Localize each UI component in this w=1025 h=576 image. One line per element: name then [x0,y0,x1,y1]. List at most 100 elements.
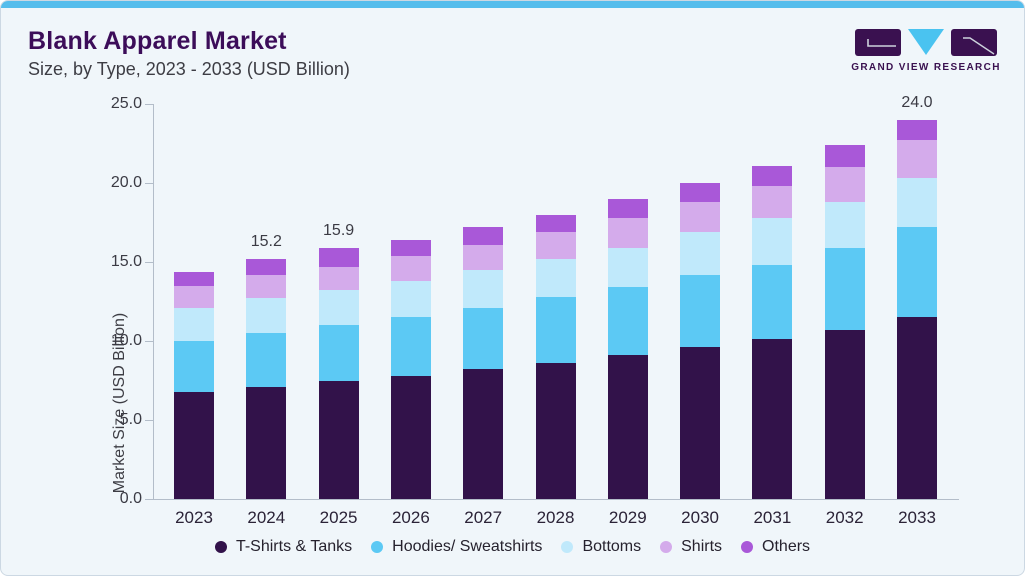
y-axis-title: Market Size (USD Billion) [111,312,128,494]
y-tick-label: 10.0 [110,332,142,349]
bar-segment-hoodies-sweatshirts [535,296,576,364]
bar-segment-bottoms [463,269,504,308]
legend-label: Hoodies/ Sweatshirts [392,538,543,555]
bar-segment-shirts [897,140,937,179]
bar-segment-hoodies-sweatshirts [246,333,287,387]
y-tick-mark [145,182,153,184]
bar-segment-others [897,119,937,141]
bar-segment-shirts [174,285,214,308]
bar-segment-hoodies-sweatshirts [752,265,793,340]
bar-segment-shirts [824,167,865,202]
bar-segment-t-shirts-tanks [390,375,431,499]
bar-segment-t-shirts-tanks [752,339,793,499]
bar-segment-others [390,239,431,256]
x-tick-label: 2023 [175,508,213,527]
x-tick-label: 2031 [753,508,792,527]
gvr-logo: GRAND VIEW RESEARCH [851,28,1001,73]
bar-segment-others [535,214,576,232]
bar-2024 [246,258,287,499]
chart-legend: T-Shirts & Tanks Hoodies/ Sweatshirts Bott… [1,538,1024,556]
bar-segment-shirts [463,244,504,270]
y-tick-label: 0.0 [119,490,142,507]
bar-2027 [463,227,504,499]
y-tick-mark [145,261,153,263]
bar-2025 [318,247,359,499]
legend-item-t-shirts-tanks: T-Shirts & Tanks [214,538,353,556]
y-tick-mark [145,340,153,342]
bar-segment-hoodies-sweatshirts [463,307,504,370]
bar-segment-hoodies-sweatshirts [897,227,937,318]
bar-2023 [174,271,214,499]
bar-segment-bottoms [752,217,793,266]
x-tick-label: 2029 [608,508,647,527]
bar-segment-bottoms [318,290,359,326]
bar-segment-shirts [318,266,359,291]
y-tick-label: 15.0 [110,253,142,270]
bar-segment-others [607,198,648,218]
x-tick-label: 2025 [319,508,358,527]
bar-segment-bottoms [824,201,865,248]
bar-segment-t-shirts-tanks [318,380,359,499]
bar-segment-t-shirts-tanks [824,329,865,499]
y-axis-line [153,104,154,499]
bar-segment-hoodies-sweatshirts [680,274,721,348]
bar-segment-shirts [246,274,287,299]
legend-dot-icon [660,541,673,553]
legend-item-others: Others [741,538,810,556]
bar-2031 [752,165,793,499]
bar-total-label: 15.2 [250,232,282,250]
bar-segment-hoodies-sweatshirts [318,325,359,381]
y-tick-mark [145,419,153,421]
stacked-bar-chart: Market Size (USD Billion) 0.0 5.0 10.0 15.0… [111,94,959,527]
bar-2028 [535,214,576,499]
y-tick-mark [145,103,153,105]
page-title: Blank Apparel Market [28,27,287,55]
y-tick-label: 20.0 [110,174,142,191]
legend-dot-icon [214,541,227,553]
bar-segment-shirts [752,186,793,218]
x-tick-label: 2024 [247,508,286,527]
legend-dot-icon [371,541,384,553]
accent-strip [1,1,1024,8]
bar-2030 [680,182,721,499]
bar-segment-others [318,247,359,267]
bar-segment-bottoms [246,298,287,334]
x-tick-label: 2032 [825,508,864,527]
legend-dot-icon [741,541,754,553]
bar-segment-t-shirts-tanks [463,369,504,499]
gvr-logo-text: GRAND VIEW RESEARCH [851,62,1001,73]
x-axis-line [153,499,959,500]
bar-segment-bottoms [390,281,431,318]
bar-total-label: 24.0 [901,93,933,111]
y-tick-mark [145,498,153,500]
x-tick-label: 2030 [681,508,719,527]
legend-label: Bottoms [582,538,642,555]
bar-segment-others [174,271,214,286]
bar-segment-t-shirts-tanks [174,391,214,499]
bar-segment-bottoms [535,258,576,297]
bar-segment-hoodies-sweatshirts [607,287,648,356]
legend-item-shirts: Shirts [660,538,722,556]
bar-segment-t-shirts-tanks [680,347,721,499]
bar-segment-t-shirts-tanks [607,355,648,499]
bar-segment-shirts [680,201,721,232]
legend-item-bottoms: Bottoms [561,538,641,556]
bar-segment-bottoms [897,178,937,228]
bar-segment-others [752,165,793,187]
bar-2032 [824,145,865,499]
bar-segment-others [824,145,865,168]
bar-segment-t-shirts-tanks [897,317,937,499]
bar-2026 [390,239,431,499]
legend-label: T-Shirts & Tanks [235,538,353,555]
legend-label: Shirts [681,538,723,555]
bar-segment-others [463,227,504,245]
bar-segment-hoodies-sweatshirts [824,247,865,330]
gvr-logo-icon [855,29,997,56]
bar-segment-others [680,182,721,202]
page-subtitle: Size, by Type, 2023 - 2033 (USD Billion) [28,59,350,79]
legend-item-hoodies-sweatshirts: Hoodies/ Sweatshirts [371,538,542,556]
bar-segment-bottoms [174,307,214,342]
bar-segment-t-shirts-tanks [535,363,576,499]
x-tick-label: 2033 [898,508,936,527]
